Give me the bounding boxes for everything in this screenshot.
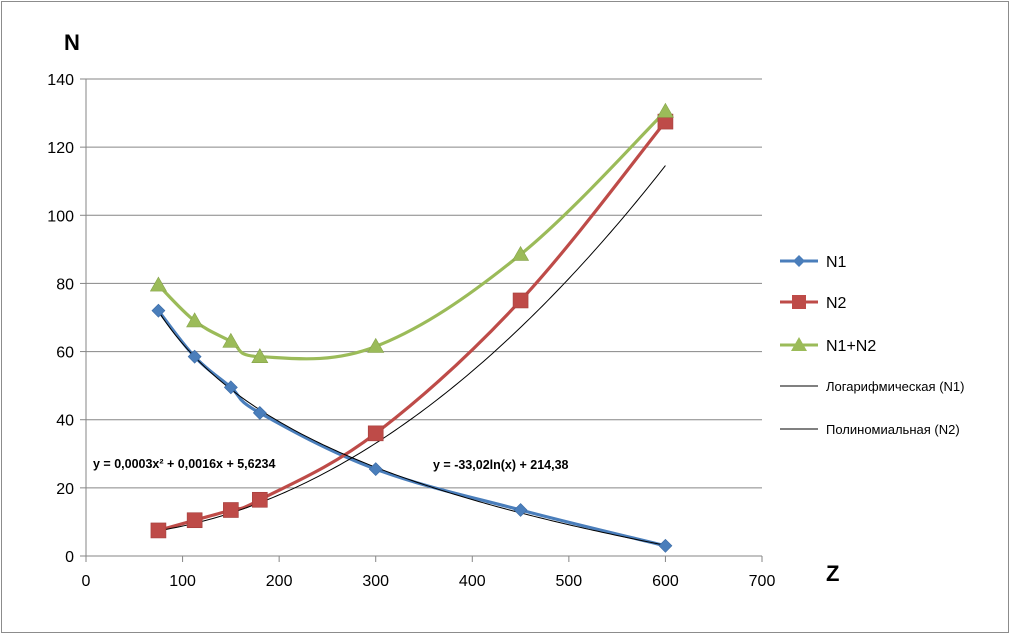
data-point-n2 [223, 502, 239, 518]
legend-label-log-trend: Логарифмическая (N1) [826, 379, 964, 394]
data-point-n1 [223, 380, 238, 395]
y-tick-label: 0 [65, 549, 74, 566]
series [149, 102, 674, 553]
gridlines [86, 78, 762, 489]
y-tick-label: 80 [56, 276, 74, 293]
legend-item-n1: N1 [780, 254, 847, 271]
data-point-n1n2 [222, 332, 240, 348]
data-point-n1n2 [251, 348, 269, 363]
data-point-n2 [186, 512, 203, 529]
data-point-n1 [658, 538, 673, 553]
data-point-n1n2 [656, 102, 674, 118]
x-axis-title: Z [826, 561, 839, 586]
data-point-n1 [151, 303, 166, 318]
legend-label-n1n2: N1+N2 [826, 338, 876, 355]
trendline-poly [158, 165, 666, 532]
y-axis-title: N [64, 30, 80, 55]
legend-marker-n1 [793, 255, 805, 267]
tick-labels: 0 20 40 60 80 100 120 140 0 100 200 300 400 500 600 700 [47, 72, 775, 590]
series-line-n2 [157, 120, 667, 532]
y-tick-label: 20 [56, 481, 74, 498]
y-tick-label: 140 [47, 72, 74, 89]
trendline-equation-n2: y = 0,0003x² + 0,0016x + 5,6234 [93, 457, 276, 471]
data-point-n2 [252, 491, 268, 508]
y-tick-label: 60 [56, 345, 74, 362]
legend-item-log-trend: Логарифмическая (N1) [780, 379, 964, 394]
trendline-log [158, 311, 666, 546]
x-tick-label: 400 [459, 573, 486, 590]
data-point-n2 [367, 425, 384, 442]
y-tick-label: 120 [47, 140, 74, 157]
y-tick-label: 100 [47, 208, 74, 225]
x-tick-label: 500 [556, 573, 583, 590]
x-tick-label: 100 [169, 573, 196, 590]
x-tick-label: 600 [652, 573, 679, 590]
data-point-n1n2 [149, 276, 167, 292]
legend-item-n1n2: N1+N2 [780, 337, 876, 355]
trendline-equation-n1: y = -33,02ln(x) + 214,38 [433, 458, 569, 472]
data-point-n1n2 [367, 337, 385, 353]
series-line-n1n2 [157, 110, 667, 361]
legend-label-poly-trend: Полиномиальная (N2) [826, 422, 960, 437]
legend-item-poly-trend: Полиномиальная (N2) [780, 422, 960, 437]
data-point-n1 [368, 462, 383, 477]
y-tick-label: 40 [56, 413, 74, 430]
x-tick-label: 300 [362, 573, 389, 590]
legend-marker-n2 [792, 295, 806, 309]
data-point-n1n2 [512, 245, 530, 261]
data-point-n1 [513, 503, 528, 517]
data-point-n2 [150, 522, 167, 539]
axes [80, 78, 763, 562]
x-tick-label: 700 [749, 573, 776, 590]
legend-marker-n1n2 [791, 337, 807, 351]
data-point-n1 [252, 405, 267, 420]
data-point-n2 [512, 292, 529, 309]
x-tick-label: 0 [82, 573, 91, 590]
legend: N1 N2 N1+N2 Логарифмическая (N1) Полином… [780, 254, 964, 437]
x-tick-label: 200 [266, 573, 293, 590]
legend-label-n1: N1 [826, 254, 847, 271]
legend-label-n2: N2 [826, 295, 847, 312]
data-point-n1 [187, 349, 202, 364]
data-point-n1n2 [186, 312, 204, 328]
legend-item-n2: N2 [780, 295, 847, 312]
